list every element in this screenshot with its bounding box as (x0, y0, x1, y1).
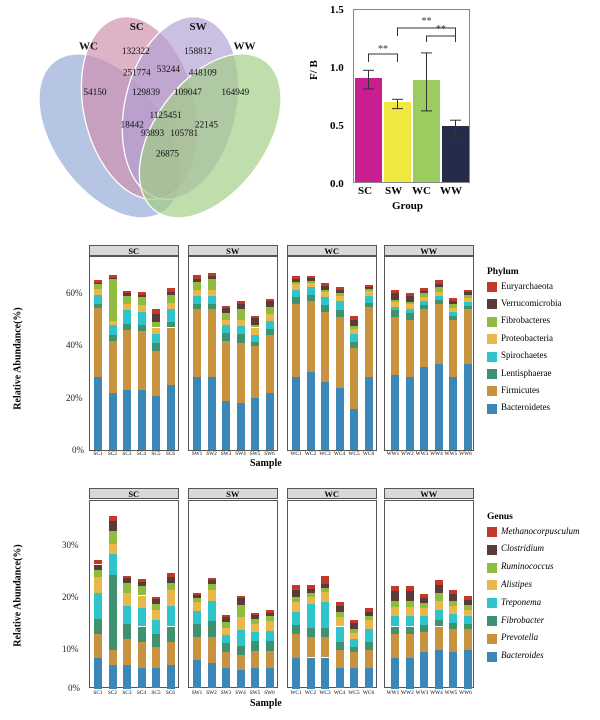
svg-text:26875: 26875 (156, 149, 180, 159)
svg-text:SW: SW (190, 21, 207, 33)
svg-text:SC: SC (130, 21, 144, 33)
svg-text:448109: 448109 (189, 68, 217, 78)
svg-text:251774: 251774 (123, 68, 151, 78)
svg-text:**: ** (378, 44, 388, 55)
svg-text:**: ** (436, 24, 446, 35)
svg-text:22145: 22145 (195, 121, 219, 131)
svg-text:**: ** (422, 16, 432, 27)
svg-text:164949: 164949 (221, 88, 249, 98)
svg-text:93893: 93893 (141, 129, 165, 139)
svg-text:1125451: 1125451 (149, 111, 182, 121)
svg-text:158812: 158812 (184, 47, 212, 57)
svg-text:54150: 54150 (83, 88, 107, 98)
svg-text:53244: 53244 (157, 65, 181, 75)
svg-text:109047: 109047 (174, 88, 202, 98)
svg-text:WW: WW (234, 40, 256, 52)
svg-text:129839: 129839 (132, 88, 160, 98)
svg-text:132322: 132322 (122, 47, 150, 57)
svg-text:WC: WC (79, 40, 98, 52)
